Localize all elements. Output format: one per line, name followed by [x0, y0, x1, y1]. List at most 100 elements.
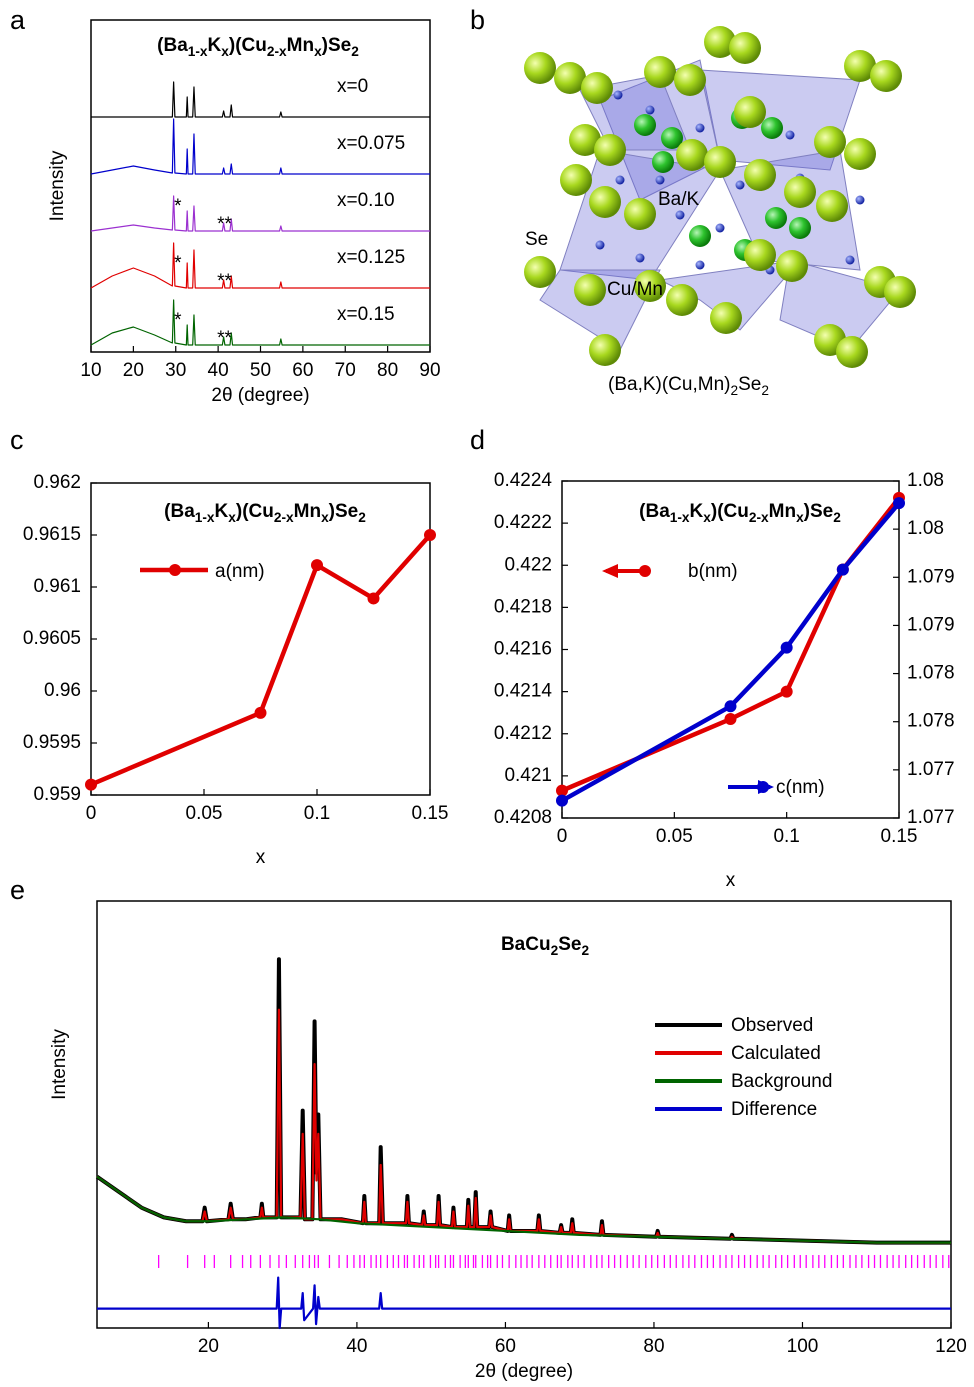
ba-atom	[634, 114, 656, 136]
cu-atom	[656, 176, 665, 185]
formula: BaCu2Se2	[501, 934, 589, 958]
se-atom	[666, 284, 698, 316]
x-axis-label: x	[726, 870, 736, 891]
series-line	[91, 82, 430, 117]
x-tick-label: 0.15	[881, 826, 918, 847]
x-tick-label: 60	[495, 1336, 516, 1357]
series-label: x=0	[337, 76, 368, 97]
x-tick-label: 70	[335, 360, 356, 381]
y-tick-label: 0.961	[33, 576, 81, 597]
x-tick-label: 0	[557, 826, 568, 847]
ba-atom	[761, 117, 783, 139]
annotation: **	[217, 214, 232, 235]
formula-part: Se	[738, 374, 761, 395]
y2-tick-label: 1.079	[907, 614, 955, 635]
y-tick-label: 0.4216	[494, 639, 552, 660]
legend-label: b(nm)	[688, 561, 738, 582]
subscript: 2	[581, 943, 589, 958]
subscript: 2	[833, 510, 841, 525]
series-label: x=0.10	[337, 190, 395, 211]
se-atom	[589, 334, 621, 366]
subscript: 2	[730, 383, 738, 398]
legend-label: Background	[731, 1071, 832, 1092]
series-line	[97, 1278, 951, 1328]
x-tick-label: 10	[80, 360, 101, 381]
y-tick-label: 0.962	[33, 472, 81, 493]
formula-part: Mn	[287, 35, 314, 56]
x-tick-label: 20	[123, 360, 144, 381]
x-axis-label: 2θ (degree)	[475, 1361, 573, 1382]
plot-frame	[91, 483, 430, 795]
x-tick-label: 0.05	[186, 803, 223, 824]
x-tick-label: 20	[198, 1336, 219, 1357]
subscript: 1-x	[188, 44, 208, 59]
x-tick-label: 0	[86, 803, 97, 824]
data-point	[368, 592, 380, 604]
se-atom	[814, 126, 846, 158]
cu-atom	[846, 256, 855, 265]
formula-part: K	[215, 501, 229, 522]
cu-atom	[786, 131, 795, 140]
panel-letter: b	[470, 5, 485, 35]
x-tick-label: 40	[208, 360, 229, 381]
formula-part: )Se	[329, 501, 359, 522]
legend-marker	[757, 781, 769, 793]
se-atom	[560, 164, 592, 196]
se-atom	[644, 56, 676, 88]
ba-atom	[652, 151, 674, 173]
subscript: 2-x	[267, 44, 287, 59]
ba-atom	[689, 225, 711, 247]
x-tick-label: 0.05	[656, 826, 693, 847]
x-tick-label: 60	[292, 360, 313, 381]
formula-part: Mn	[294, 501, 321, 522]
panel-letter: e	[10, 875, 25, 905]
formula-part: BaCu	[501, 934, 551, 955]
se-atom	[744, 239, 776, 271]
se-atom	[844, 138, 876, 170]
formula-part: (Ba	[157, 35, 188, 56]
atom-label: Se	[525, 229, 548, 250]
formula-part: Se	[558, 934, 581, 955]
formula-part: (Ba	[639, 501, 670, 522]
series-label: x=0.125	[337, 247, 405, 268]
legend-label: Difference	[731, 1099, 817, 1120]
legend-label: a(nm)	[215, 561, 265, 582]
legend-arrow	[602, 564, 618, 578]
y-tick-label: 0.96	[44, 680, 81, 701]
cu-atom	[696, 124, 705, 133]
se-atom	[676, 139, 708, 171]
cu-atom	[596, 241, 605, 250]
subscript: 2-x	[749, 510, 769, 525]
se-atom	[594, 134, 626, 166]
data-point	[311, 559, 323, 571]
formula-part: )(Cu	[711, 501, 749, 522]
formula: (Ba1-xKx)(Cu2-xMnx)Se2	[164, 501, 366, 525]
se-atom	[729, 32, 761, 64]
cu-atom	[646, 106, 655, 115]
se-atom	[581, 72, 613, 104]
x-tick-label: 120	[935, 1336, 967, 1357]
series-line	[562, 503, 899, 801]
x-tick-label: 90	[419, 360, 440, 381]
x-tick-label: 100	[787, 1336, 819, 1357]
legend-marker	[639, 565, 651, 577]
data-point	[893, 497, 905, 509]
y2-tick-label: 1.078	[907, 711, 955, 732]
cu-atom	[676, 211, 685, 220]
y-axis-label: Intensity	[47, 150, 68, 221]
formula-part: )(Cu	[229, 35, 267, 56]
y2-tick-label: 1.08	[907, 470, 944, 491]
y-tick-label: 0.422	[504, 554, 552, 575]
formula-part: Mn	[769, 501, 796, 522]
y-tick-label: 0.421	[504, 765, 552, 786]
x-tick-label: 50	[250, 360, 271, 381]
x-tick-label: 30	[165, 360, 186, 381]
legend-label: c(nm)	[776, 777, 825, 798]
subscript: 2	[761, 383, 769, 398]
subscript: 2	[351, 44, 359, 59]
formula-part: (Ba,K)(Cu,Mn)	[608, 374, 730, 395]
se-atom	[816, 190, 848, 222]
formula-part: K	[690, 501, 704, 522]
y-tick-label: 0.4224	[494, 470, 553, 491]
formula-part: (Ba	[164, 501, 195, 522]
